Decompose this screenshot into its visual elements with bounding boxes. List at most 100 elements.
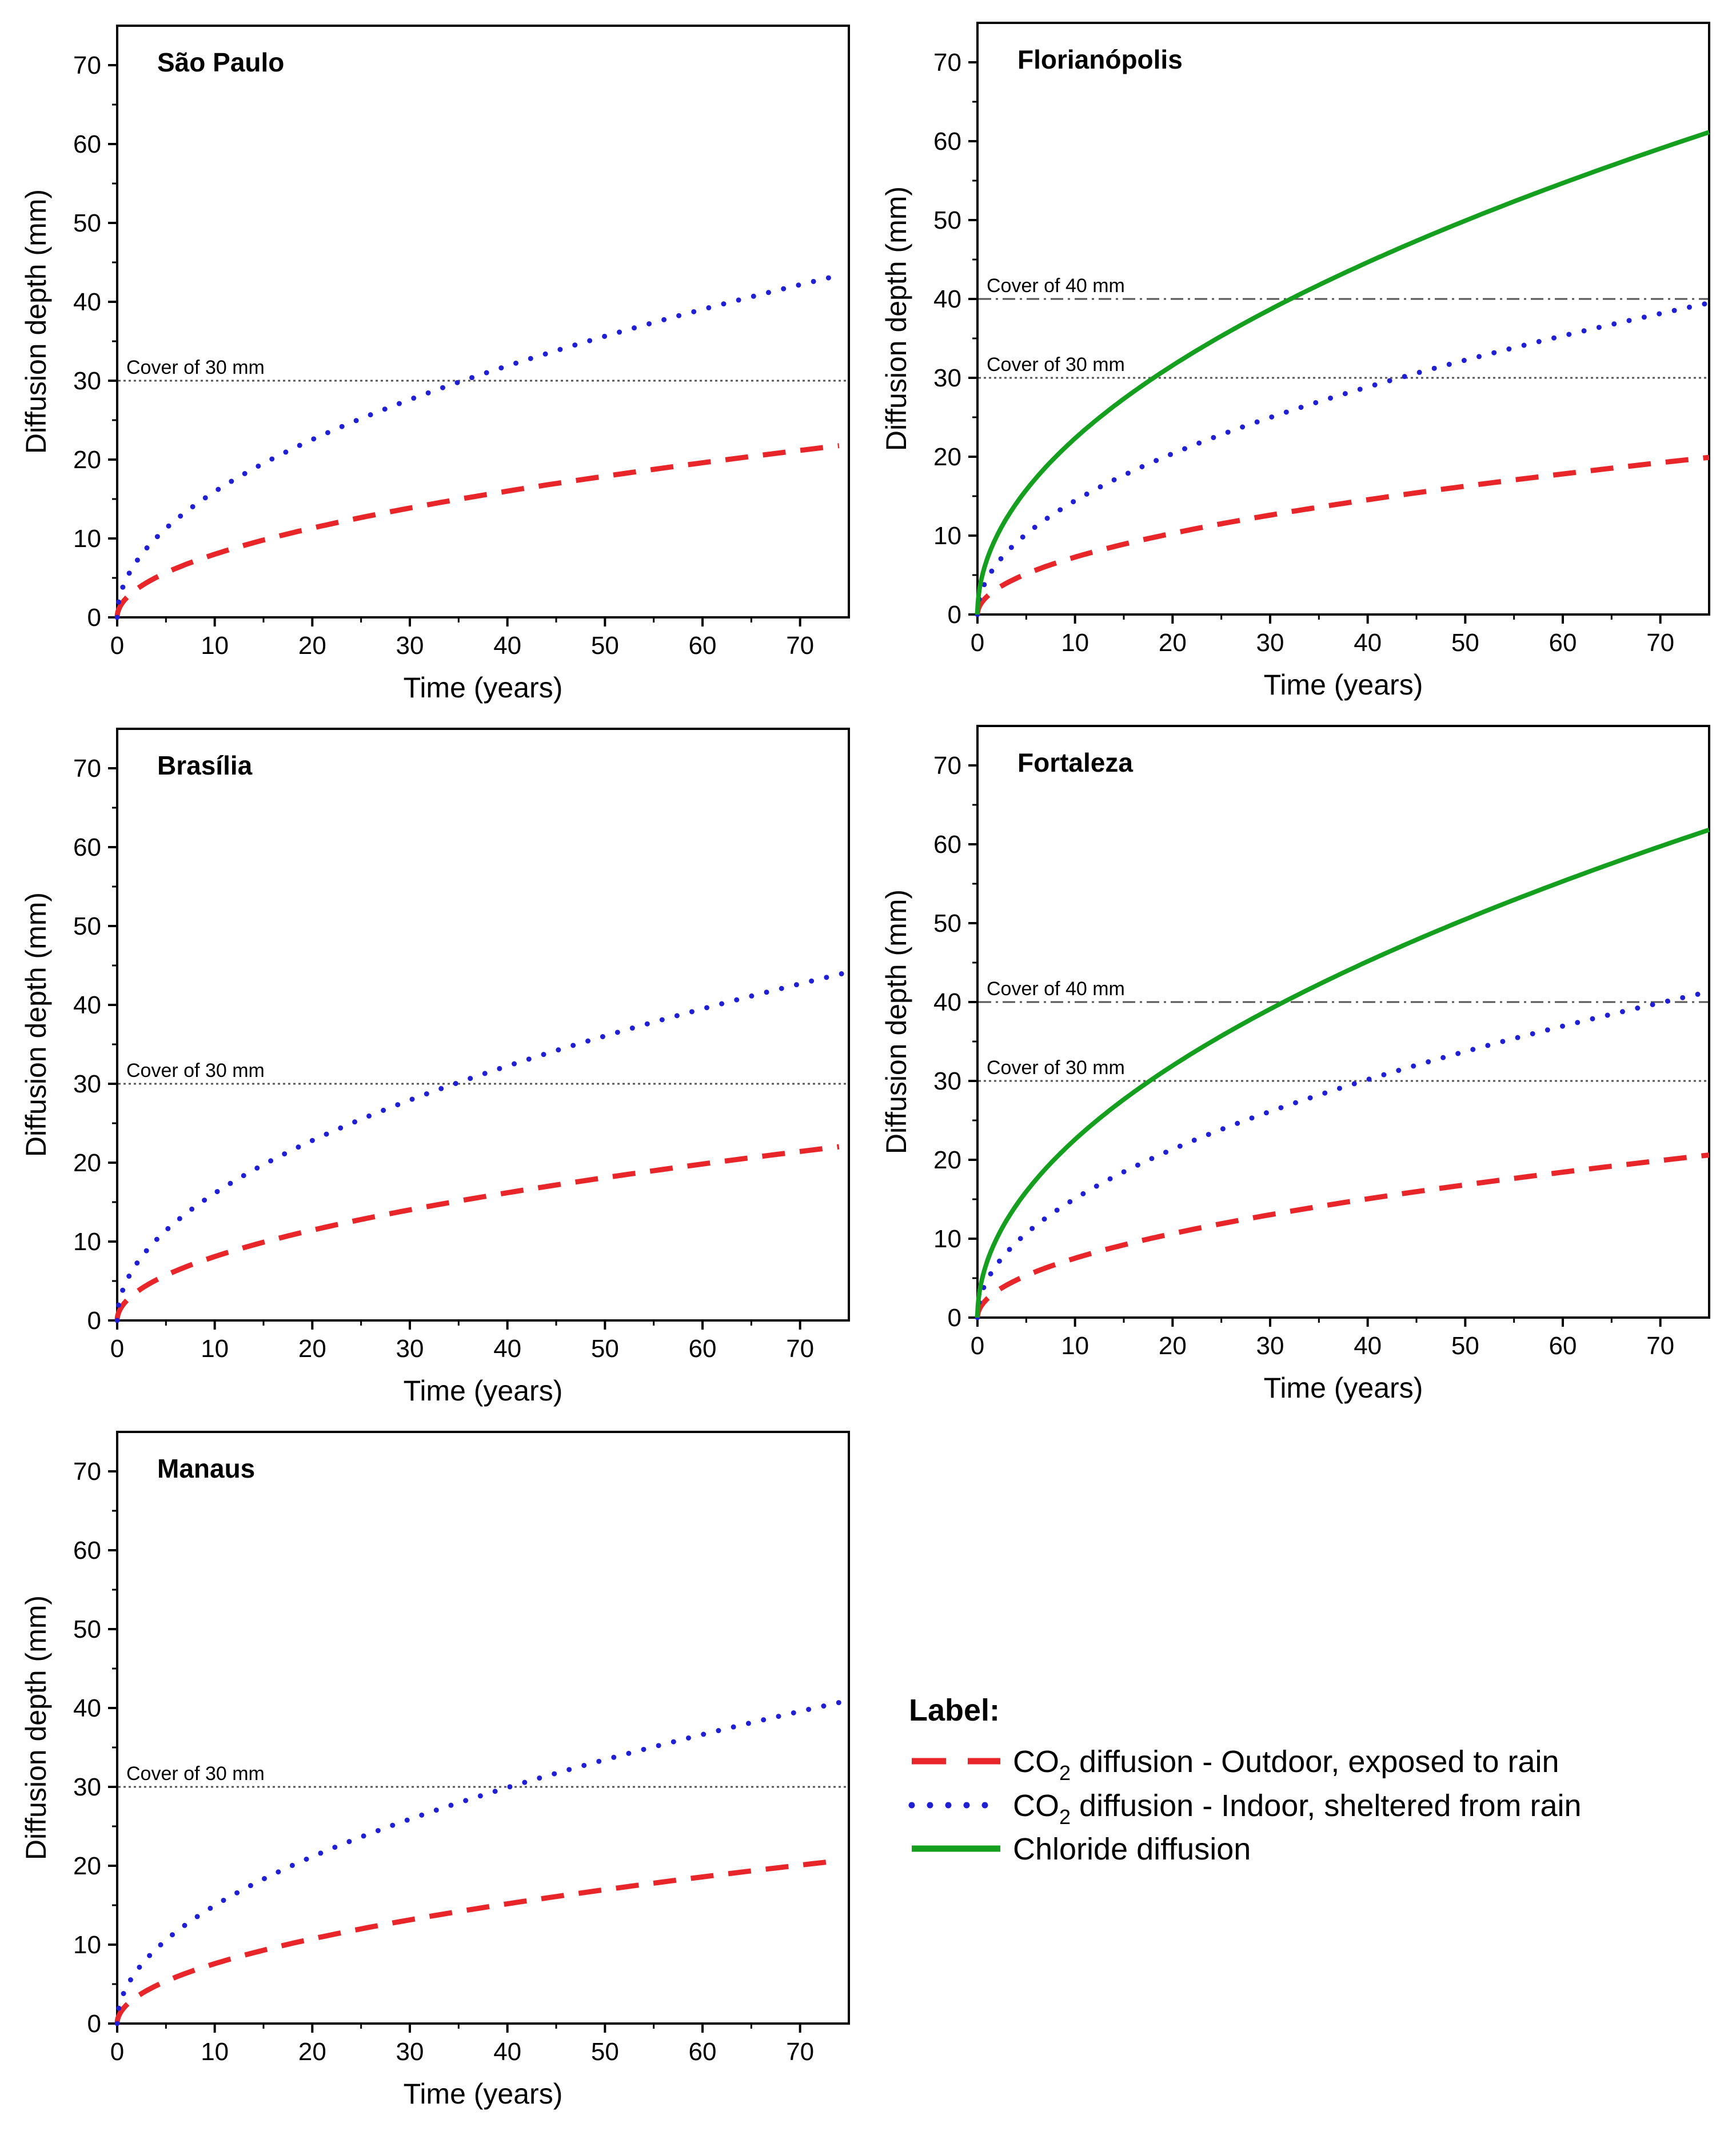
x-tick-label: 0 [971, 629, 984, 657]
plot-frame [116, 25, 850, 618]
y-tick-label: 50 [933, 206, 961, 234]
x-tick-label: 0 [110, 632, 124, 660]
x-axis-label: Time (years) [404, 1375, 563, 1407]
x-tick-label: 50 [591, 2038, 619, 2066]
series-indoor [975, 300, 1712, 617]
y-tick-label: 50 [73, 912, 101, 940]
x-tick-label: 40 [493, 632, 521, 660]
series-chloride [975, 130, 1710, 614]
x-tick-label: 0 [110, 2038, 124, 2066]
x-tick-label: 30 [1256, 1332, 1284, 1360]
x-tick-label: 0 [110, 1335, 124, 1363]
y-tick-label: 40 [933, 285, 961, 313]
x-tick-label: 70 [786, 1335, 814, 1363]
x-tick-label: 0 [971, 1332, 984, 1360]
y-tick-label: 70 [73, 1458, 101, 1486]
y-tick-label: 10 [933, 522, 961, 550]
y-tick-label: 70 [73, 51, 101, 79]
y-tick-label: 70 [933, 752, 961, 780]
y-tick-label: 60 [933, 831, 961, 859]
x-tick-label: 60 [1549, 1332, 1577, 1360]
x-tick-label: 30 [396, 1335, 424, 1363]
x-tick-label: 20 [1159, 629, 1187, 657]
y-tick-label: 20 [73, 1149, 101, 1177]
x-tick-label: 40 [493, 1335, 521, 1363]
reference-line-label: Cover of 30 mm [987, 354, 1125, 376]
y-tick-label: 20 [73, 1852, 101, 1880]
x-tick-label: 50 [591, 632, 619, 660]
chart-title: Fortaleza [1017, 748, 1133, 777]
series-indoor [114, 969, 852, 1323]
y-axis-label: Diffusion depth (mm) [20, 189, 52, 454]
x-tick-label: 30 [396, 632, 424, 660]
x-tick-label: 70 [1646, 1332, 1674, 1360]
y-tick-label: 70 [73, 755, 101, 783]
y-tick-label: 40 [73, 288, 101, 316]
chart-panel-2: 0 10 20 30 40 50 60 70 0 10 20 30 40 50 60 70 Time (year… [880, 22, 1712, 701]
y-tick-label: 0 [87, 604, 101, 632]
reference-line-label: Cover of 40 mm [987, 978, 1125, 1000]
reference-line-label: Cover of 30 mm [126, 1763, 265, 1785]
plot-frame [116, 728, 850, 1322]
reference-line-label: Cover of 30 mm [987, 1057, 1125, 1079]
x-tick-label: 10 [1061, 1332, 1089, 1360]
y-tick-label: 60 [73, 130, 101, 158]
y-tick-label: 60 [933, 127, 961, 155]
x-tick-label: 60 [689, 632, 717, 660]
y-tick-label: 20 [933, 1146, 961, 1174]
plot-frame [116, 1431, 850, 2025]
y-tick-label: 50 [73, 1615, 101, 1643]
series-outdoor [114, 1858, 840, 2025]
chart-panel-3: 0 10 20 30 40 50 60 70 0 10 20 30 40 50 60 70 Time (year… [20, 728, 852, 1407]
y-tick-label: 40 [73, 1694, 101, 1722]
y-tick-label: 30 [73, 367, 101, 395]
y-tick-label: 60 [73, 1537, 101, 1565]
y-tick-label: 40 [73, 991, 101, 1019]
y-tick-label: 30 [73, 1070, 101, 1098]
x-tick-label: 30 [396, 2038, 424, 2066]
y-tick-label: 30 [73, 1773, 101, 1801]
series-indoor [114, 273, 842, 620]
x-tick-label: 50 [1451, 629, 1479, 657]
y-tick-label: 40 [933, 988, 961, 1016]
y-tick-label: 0 [87, 1307, 101, 1335]
charts-container: 0 10 20 30 40 50 60 70 0 10 20 30 40 50 60 70 Time (year… [20, 22, 1712, 2110]
series-outdoor [114, 443, 840, 619]
plot-frame [976, 22, 1710, 616]
reference-line-label: Cover of 30 mm [126, 357, 265, 378]
series-outdoor [975, 454, 1710, 616]
x-tick-label: 40 [1354, 629, 1382, 657]
chart-panel-4: 0 10 20 30 40 50 60 70 0 10 20 30 40 50 60 70 Time (year… [880, 725, 1712, 1404]
legend: Label: CO2 diffusion - Outdoor, exposed … [908, 1693, 1582, 1866]
x-tick-label: 60 [689, 2038, 717, 2066]
series-chloride [975, 827, 1710, 1318]
chart-title: São Paulo [157, 47, 284, 77]
legend-label-indoor: CO2 diffusion - Indoor, sheltered from r… [1013, 1789, 1582, 1829]
x-tick-label: 70 [786, 2038, 814, 2066]
x-axis-label: Time (years) [1264, 1372, 1423, 1404]
chart-title: Florianópolis [1017, 45, 1183, 74]
y-tick-label: 70 [933, 49, 961, 77]
series-outdoor [114, 1144, 840, 1322]
x-axis-label: Time (years) [1264, 669, 1423, 701]
x-tick-label: 10 [1061, 629, 1089, 657]
x-tick-label: 60 [1549, 629, 1577, 657]
plot-frame [976, 725, 1710, 1319]
x-tick-label: 50 [591, 1335, 619, 1363]
chart-panel-1: 0 10 20 30 40 50 60 70 0 10 20 30 40 50 60 70 Time (year… [20, 25, 850, 704]
reference-line-label: Cover of 40 mm [987, 275, 1125, 297]
y-tick-label: 20 [933, 443, 961, 471]
y-tick-label: 10 [73, 1931, 101, 1959]
y-tick-label: 0 [87, 2010, 101, 2038]
y-tick-label: 60 [73, 833, 101, 861]
y-tick-label: 0 [948, 601, 961, 629]
reference-line-label: Cover of 30 mm [126, 1060, 265, 1082]
x-tick-label: 40 [1354, 1332, 1382, 1360]
x-tick-label: 20 [298, 1335, 326, 1363]
y-tick-label: 20 [73, 446, 101, 474]
x-tick-label: 20 [1159, 1332, 1187, 1360]
y-axis-label: Diffusion depth (mm) [20, 1595, 52, 1860]
y-tick-label: 50 [73, 209, 101, 237]
x-tick-label: 70 [786, 632, 814, 660]
